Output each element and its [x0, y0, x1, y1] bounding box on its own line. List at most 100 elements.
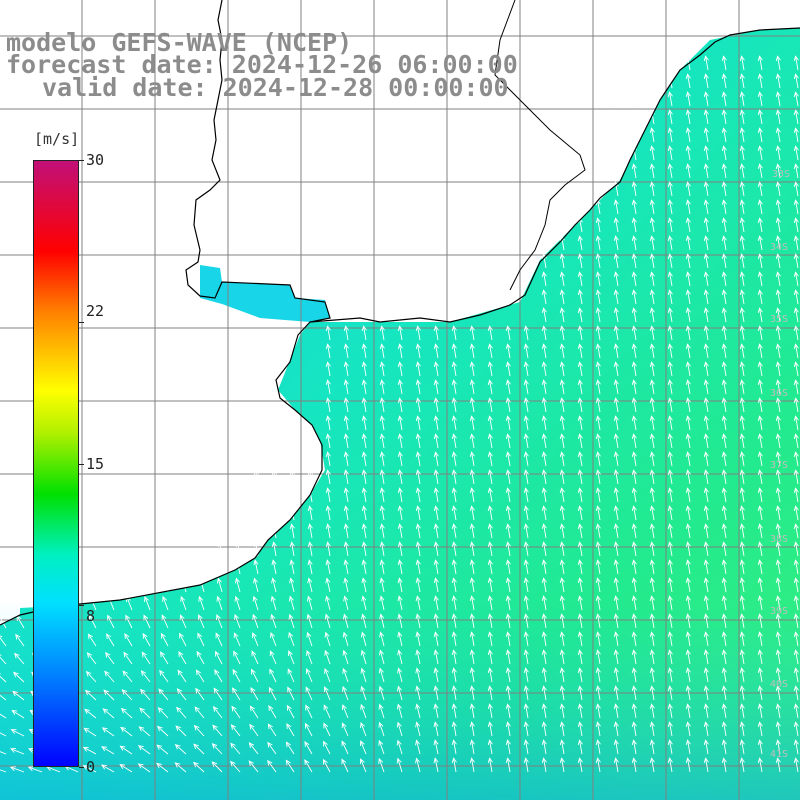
wind-arrow [343, 559, 349, 575]
wind-arrow [325, 397, 331, 413]
wind-arrow [649, 631, 655, 647]
wind-arrow [721, 451, 727, 467]
wind-arrow [649, 487, 655, 503]
wind-arrow [649, 163, 655, 179]
wind-arrow [378, 739, 385, 755]
wind-arrow [721, 91, 727, 107]
valid-date: valid date: 2024-12-28 00:00:00 [42, 73, 509, 102]
wind-arrow [505, 451, 511, 467]
wind-arrow [577, 757, 583, 773]
wind-arrow [325, 433, 331, 449]
wind-arrow [757, 289, 763, 305]
wind-arrow [233, 632, 241, 647]
wind-arrow [469, 631, 475, 647]
wind-arrow [541, 577, 547, 593]
wind-arrow [793, 649, 799, 665]
wind-arrow [523, 649, 529, 665]
wind-arrow [233, 650, 241, 665]
wind-arrow [775, 253, 781, 269]
wind-arrow [84, 689, 97, 701]
wind-arrow [487, 757, 493, 773]
wind-arrow [125, 614, 133, 629]
wind-arrow [595, 379, 601, 395]
wind-arrow [775, 559, 781, 575]
wind-arrow [739, 433, 745, 449]
wind-arrow [289, 577, 295, 593]
wind-arrow [286, 704, 295, 719]
wind-arrow [667, 469, 673, 485]
wind-arrow [703, 631, 709, 647]
wind-arrow [649, 217, 655, 233]
wind-arrow [469, 343, 475, 359]
svg-text:39S: 39S [770, 606, 788, 617]
wind-arrow [739, 469, 745, 485]
wind-arrow [775, 541, 781, 557]
wind-arrow [469, 613, 475, 629]
wind-arrow [793, 289, 799, 305]
wind-arrow [433, 613, 439, 629]
wind-arrow [559, 631, 565, 647]
wind-arrow [343, 487, 349, 503]
wind-arrow [685, 613, 691, 629]
wind-arrow [649, 685, 655, 701]
wind-arrow [577, 595, 583, 611]
wind-arrow [469, 451, 475, 467]
wind-arrow [415, 361, 421, 377]
wind-arrow [757, 55, 763, 71]
wind-arrow [793, 631, 799, 647]
wind-arrow [667, 577, 673, 593]
wind-arrow [0, 654, 7, 665]
wind-arrow [415, 469, 421, 485]
wind-arrow [595, 739, 601, 755]
wind-arrow [451, 415, 457, 431]
wind-arrow [451, 325, 457, 341]
wind-arrow [0, 713, 7, 719]
wind-arrow [271, 523, 277, 539]
wind-arrow [559, 613, 565, 629]
wind-arrow [361, 595, 367, 611]
wind-arrow [379, 613, 385, 629]
wind-arrow [667, 649, 673, 665]
wind-arrow [559, 667, 565, 683]
wind-arrow [721, 361, 727, 377]
wind-arrow [451, 649, 457, 665]
wind-arrow [397, 487, 403, 503]
wind-arrow [361, 325, 367, 341]
wind-arrow [667, 667, 673, 683]
wind-arrow [721, 505, 727, 521]
wind-arrow [397, 559, 403, 575]
wind-arrow [775, 217, 781, 233]
wind-arrow [613, 163, 619, 179]
wind-arrow [793, 703, 799, 719]
wind-arrow [304, 722, 313, 737]
wind-arrow [775, 145, 781, 161]
wind-arrow [253, 469, 259, 485]
wind-arrow [415, 343, 421, 359]
wind-arrow [703, 613, 709, 629]
wind-arrow [793, 685, 799, 701]
wind-arrow [83, 727, 97, 737]
wind-arrow [685, 379, 691, 395]
wind-arrow [595, 271, 601, 287]
wind-arrow [739, 55, 745, 71]
wind-arrow [415, 325, 421, 341]
wind-arrow [739, 91, 745, 107]
wind-arrow [378, 667, 385, 683]
wind-arrow [613, 667, 619, 683]
wind-arrow [469, 487, 475, 503]
wind-arrow [323, 740, 331, 755]
wind-arrow [160, 651, 169, 665]
wind-arrow [120, 726, 133, 737]
wind-arrow [487, 487, 493, 503]
wind-arrow [451, 505, 457, 521]
wind-arrow [559, 559, 565, 575]
wind-arrow [667, 109, 673, 125]
wind-arrow [559, 325, 565, 341]
wind-arrow [469, 469, 475, 485]
wind-arrow [379, 541, 385, 557]
wind-arrow [469, 739, 475, 755]
wind-arrow [703, 253, 709, 269]
wind-arrow [487, 325, 493, 341]
wind-arrow [613, 559, 619, 575]
wind-arrow [613, 757, 619, 773]
